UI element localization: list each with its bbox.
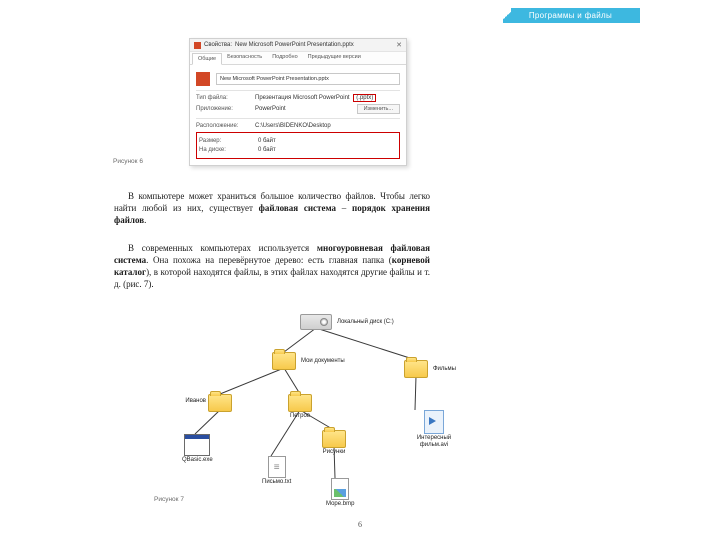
tab-previous[interactable]: Предыдущие версии: [303, 52, 366, 64]
tree-node-root: Локальный диск (C:): [300, 314, 394, 331]
tree-node-petrov: Петров: [288, 394, 312, 420]
bmpfile-icon: [331, 478, 349, 500]
tree-node-films: Фильмы: [404, 360, 456, 379]
value-location: C:\Users\BIDENKO\Desktop: [255, 123, 400, 129]
label-size: Размер:: [199, 138, 254, 144]
tree-node-pics: Рисунки: [322, 430, 346, 456]
tree-label-ivanov: Иванов: [185, 398, 206, 405]
value-filetype: Презентация Microsoft PowerPoint (.pptx): [255, 95, 400, 101]
tree-label-films: Фильмы: [433, 366, 456, 373]
tree-node-ivanov: Иванов: [208, 394, 232, 413]
dialog-body: New Microsoft PowerPoint Presentation.pp…: [190, 65, 406, 165]
change-button[interactable]: Изменить...: [357, 104, 400, 114]
tree-node-sea: Море.bmp: [326, 478, 354, 508]
tree-node-qbasic: QBasic.exe: [182, 434, 213, 464]
tree-label-qbasic: QBasic.exe: [182, 457, 213, 464]
paragraph-1: В компьютере может храниться большое кол…: [114, 190, 430, 226]
tree-label-root: Локальный диск (C:): [337, 319, 394, 326]
tree-label-pics: Рисунки: [322, 449, 346, 456]
close-icon[interactable]: ✕: [396, 41, 402, 49]
highlight-extension: (.pptx): [353, 94, 376, 102]
avifile-icon: [424, 410, 444, 434]
tree-label-letter: Письмо.txt: [262, 479, 291, 486]
figure-7-caption: Рисунок 7: [154, 496, 194, 504]
label-location: Расположение:: [196, 123, 251, 129]
tree-node-docs: Мои документы: [272, 352, 345, 371]
folder-icon: [288, 394, 312, 412]
tree-label-movie: Интересный фильм.avi: [406, 435, 462, 448]
powerpoint-icon: [194, 42, 201, 49]
window-title-filename: New Microsoft PowerPoint Presentation.pp…: [235, 42, 354, 48]
section-title: Программы и файлы: [529, 11, 612, 20]
powerpoint-file-icon: [196, 72, 210, 86]
label-ondisk: На диске:: [199, 147, 254, 153]
tree-label-sea: Море.bmp: [326, 501, 354, 508]
tree-label-petrov: Петров: [288, 413, 312, 420]
window-title-prefix: Свойства:: [204, 42, 232, 48]
tree-node-movie: Интересный фильм.avi: [406, 410, 462, 448]
value-app: PowerPoint: [255, 106, 353, 112]
value-ondisk: 0 байт: [258, 147, 397, 153]
folder-icon: [272, 352, 296, 370]
figure-7-file-tree: Локальный диск (C:) Мои документы Фильмы Ив…: [150, 310, 480, 510]
page-number: 6: [0, 520, 720, 529]
folder-icon: [208, 394, 232, 412]
tabs-row: Общие Безопасность Подробно Предыдущие в…: [190, 52, 406, 65]
figure-6-properties-dialog: Свойства: New Microsoft PowerPoint Prese…: [189, 38, 407, 166]
tab-security[interactable]: Безопасность: [222, 52, 267, 64]
filename-field[interactable]: New Microsoft PowerPoint Presentation.pp…: [216, 73, 400, 85]
window-titlebar: Свойства: New Microsoft PowerPoint Prese…: [190, 39, 406, 52]
figure-6-caption: Рисунок 6: [113, 158, 153, 166]
folder-icon: [322, 430, 346, 448]
disk-icon: [300, 314, 332, 330]
folder-icon: [404, 360, 428, 378]
highlight-size-block: Размер: 0 байт На диске: 0 байт: [196, 132, 400, 159]
properties-window: Свойства: New Microsoft PowerPoint Prese…: [189, 38, 407, 166]
value-size: 0 байт: [258, 138, 397, 144]
tree-label-docs: Мои документы: [301, 358, 345, 365]
label-filetype: Тип файла:: [196, 95, 251, 101]
tree-node-letter: Письмо.txt: [262, 456, 291, 486]
tab-details[interactable]: Подробно: [267, 52, 302, 64]
tab-general[interactable]: Общие: [192, 53, 222, 65]
winfile-icon: [184, 434, 210, 456]
paragraph-2: В современных компьютерах используется м…: [114, 242, 430, 291]
label-app: Приложение:: [196, 106, 251, 112]
txtfile-icon: [268, 456, 286, 478]
section-header-tab: Программы и файлы: [511, 8, 640, 23]
